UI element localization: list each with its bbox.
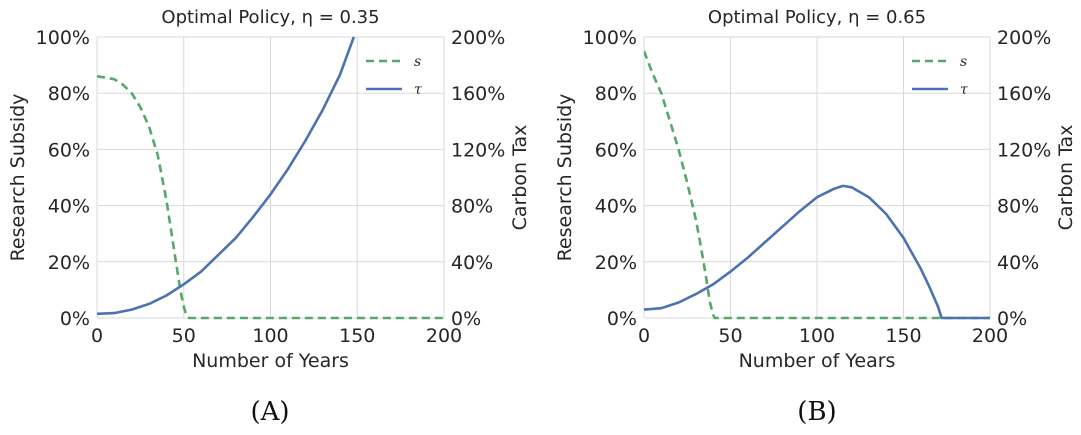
y-tick-label: 0% bbox=[60, 308, 90, 330]
x-tick-label: 100 bbox=[252, 325, 288, 347]
y2-tick-label: 80% bbox=[451, 196, 493, 218]
chart-panel-a: 0 50 100 150 2000%20%40%60%80%100%0%40%80%12… bbox=[7, 7, 531, 427]
legend-label: τ bbox=[960, 82, 968, 98]
y-tick-label: 80% bbox=[595, 83, 637, 105]
chart-title: Optimal Policy, η = 0.65 bbox=[708, 7, 926, 28]
y-axis-label: Research Subsidy bbox=[7, 94, 29, 262]
x-tick-label: 150 bbox=[339, 325, 375, 347]
legend: sτ bbox=[366, 54, 422, 98]
y2-tick-label: 160% bbox=[997, 83, 1051, 105]
y2-tick-label: 120% bbox=[451, 139, 505, 161]
y-tick-label: 40% bbox=[595, 196, 637, 218]
y-axis-label: Research Subsidy bbox=[554, 94, 576, 262]
x-tick-label: 150 bbox=[885, 325, 921, 347]
y2-tick-label: 0% bbox=[997, 308, 1027, 330]
chart-panel-b: 0 50 100 150 2000%20%40%60%80%100%0%40%80%12… bbox=[554, 7, 1077, 427]
y-tick-label: 100% bbox=[36, 27, 90, 49]
y2-tick-label: 200% bbox=[451, 27, 505, 49]
y-tick-label: 100% bbox=[583, 27, 637, 49]
y2-axis-label: Carbon Tax bbox=[509, 125, 531, 231]
x-tick-label: 0 bbox=[91, 325, 103, 347]
y2-tick-label: 40% bbox=[997, 252, 1039, 274]
y2-tick-label: 0% bbox=[451, 308, 481, 330]
y2-tick-label: 160% bbox=[451, 83, 505, 105]
legend: sτ bbox=[912, 54, 968, 98]
y2-tick-label: 120% bbox=[997, 139, 1051, 161]
x-axis-label: Number of Years bbox=[192, 350, 349, 372]
y2-tick-label: 200% bbox=[997, 27, 1051, 49]
y-tick-label: 0% bbox=[607, 308, 637, 330]
panel-label: (B) bbox=[797, 397, 836, 427]
y2-tick-label: 40% bbox=[451, 252, 493, 274]
legend-label: τ bbox=[414, 82, 422, 98]
y-tick-label: 40% bbox=[48, 196, 90, 218]
chart-title: Optimal Policy, η = 0.35 bbox=[161, 7, 379, 28]
y-tick-label: 20% bbox=[595, 252, 637, 274]
panel-label: (A) bbox=[250, 397, 289, 427]
y2-axis-label: Carbon Tax bbox=[1055, 125, 1077, 231]
legend-label: s bbox=[414, 54, 421, 70]
y-tick-label: 60% bbox=[48, 139, 90, 161]
x-tick-label: 50 bbox=[718, 325, 742, 347]
x-tick-label: 100 bbox=[799, 325, 835, 347]
y-tick-label: 20% bbox=[48, 252, 90, 274]
y-tick-label: 60% bbox=[595, 139, 637, 161]
x-axis-label: Number of Years bbox=[739, 350, 896, 372]
legend-label: s bbox=[960, 54, 967, 70]
series-line-tau bbox=[97, 37, 354, 314]
y2-tick-label: 80% bbox=[997, 196, 1039, 218]
x-tick-label: 50 bbox=[172, 325, 196, 347]
y-tick-label: 80% bbox=[48, 83, 90, 105]
x-tick-label: 0 bbox=[638, 325, 650, 347]
